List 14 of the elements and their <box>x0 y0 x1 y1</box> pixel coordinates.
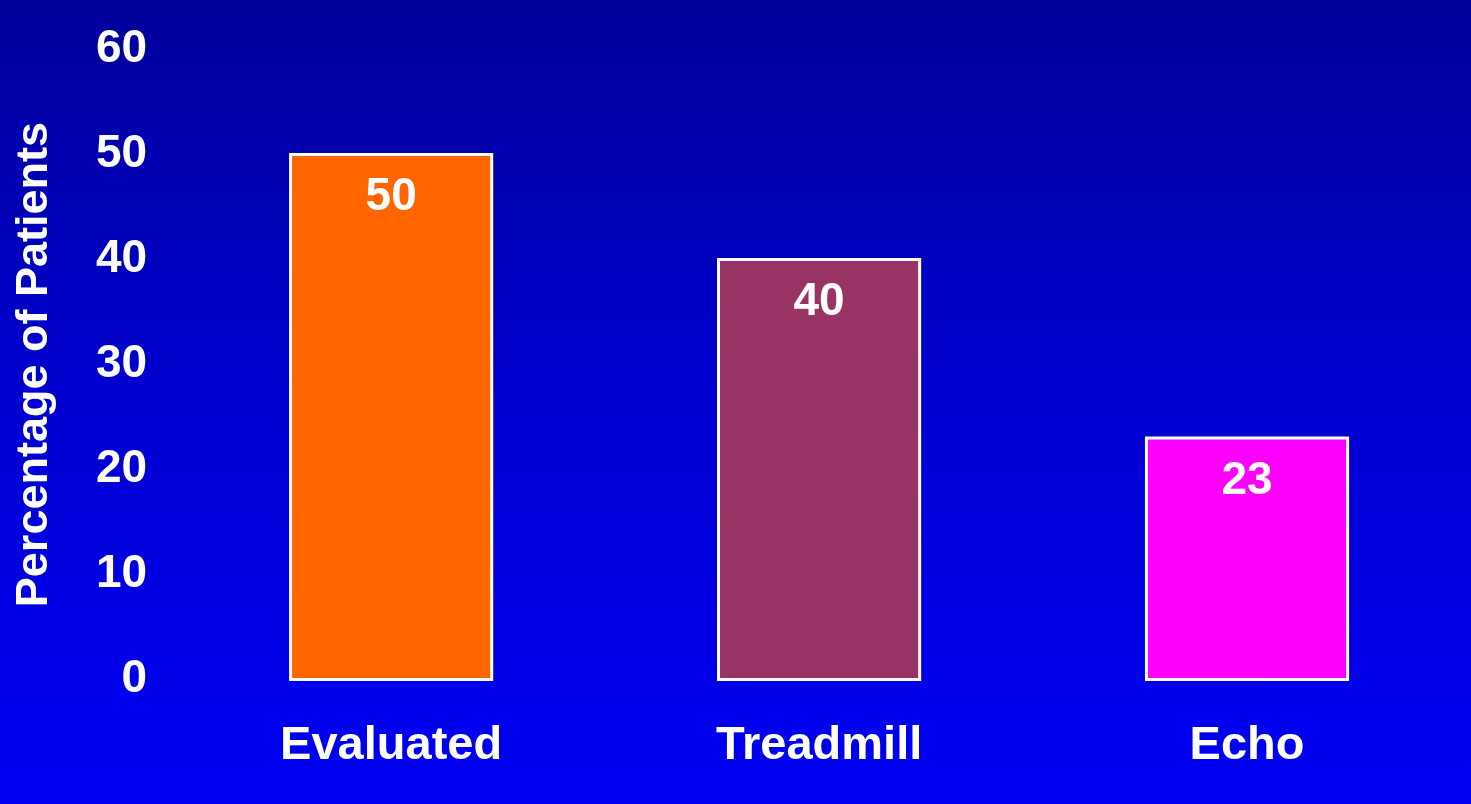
y-axis-title: Percentage of Patients <box>6 122 58 608</box>
x-tick-label: Treadmill <box>715 715 923 769</box>
y-tick-label: 10 <box>95 545 148 598</box>
y-tick-label: 0 <box>121 650 148 703</box>
x-tick-label: Echo <box>1189 715 1305 769</box>
y-tick-label: 50 <box>95 125 148 178</box>
data-label: 50 <box>365 168 417 221</box>
x-tick-label: Evaluated <box>280 715 503 769</box>
data-label: 40 <box>793 273 845 326</box>
y-tick-label: 20 <box>95 440 148 493</box>
y-tick-label: 40 <box>95 230 148 283</box>
y-tick-label: 30 <box>95 335 148 388</box>
data-label: 23 <box>1221 451 1273 504</box>
y-tick-label: 60 <box>95 20 148 73</box>
